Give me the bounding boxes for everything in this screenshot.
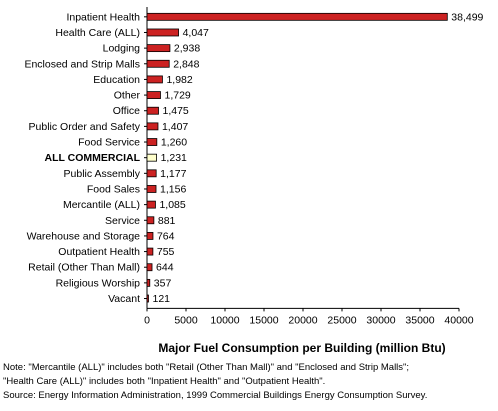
category-label: Public Assembly	[64, 168, 141, 180]
x-tick-label: 0	[144, 314, 150, 326]
bar	[146, 185, 157, 193]
bar	[146, 232, 154, 240]
bar	[146, 169, 157, 178]
x-tick-label: 10000	[210, 314, 239, 326]
category-label: Mercantile (ALL)	[63, 199, 140, 211]
value-label: 755	[157, 246, 175, 258]
note-line-2: "Health Care (ALL)" includes both "Inpat…	[3, 376, 326, 387]
bar	[146, 106, 159, 115]
value-label: 2,848	[173, 58, 199, 70]
value-label: 121	[153, 293, 171, 305]
value-label: 1,231	[161, 152, 187, 164]
value-label: 357	[154, 277, 172, 289]
value-label: 881	[158, 215, 176, 227]
source-line: Source: Energy Information Administratio…	[3, 390, 428, 401]
value-label: 1,407	[162, 121, 188, 133]
bar	[146, 263, 153, 272]
category-label: Warehouse and Storage	[27, 230, 141, 242]
bar	[146, 216, 155, 225]
x-tick-label: 25000	[327, 314, 356, 326]
value-label: 1,982	[166, 74, 192, 86]
value-label: 2,938	[174, 43, 200, 55]
value-label: 1,085	[159, 199, 185, 211]
category-label: Inpatient Health	[66, 11, 140, 23]
bar	[146, 138, 158, 146]
value-label: 1,260	[161, 137, 187, 149]
category-label: Service	[105, 215, 140, 227]
value-label: 4,047	[183, 27, 209, 39]
bar	[146, 200, 156, 209]
bar	[146, 247, 154, 256]
category-label: Retail (Other Than Mall)	[28, 262, 140, 274]
value-label: 38,499	[451, 11, 483, 23]
category-label: Outpatient Health	[58, 246, 140, 258]
bar	[146, 28, 179, 37]
bar	[146, 153, 158, 162]
value-label: 1,475	[163, 105, 189, 117]
category-label: Religious Worship	[56, 277, 141, 289]
bar	[146, 294, 149, 303]
category-label: Education	[93, 74, 140, 86]
plot-area: Inpatient Health 38,499 Health Care (ALL) 4…	[24, 7, 484, 326]
bar	[146, 122, 159, 131]
bar	[146, 59, 170, 68]
value-label: 1,177	[160, 168, 186, 180]
x-tick-label: 35000	[405, 314, 434, 326]
value-label: 1,729	[164, 90, 190, 102]
value-label: 644	[156, 262, 174, 274]
value-label: 764	[157, 230, 175, 242]
x-tick-label: 30000	[366, 314, 395, 326]
category-label: ALL COMMERCIAL	[45, 152, 141, 164]
x-tick-label: 15000	[249, 314, 278, 326]
bar	[146, 12, 448, 21]
category-label: Other	[114, 90, 141, 102]
bar	[146, 75, 163, 84]
category-label: Public Order and Safety	[29, 121, 141, 133]
x-axis-title: Major Fuel Consumption per Building (mil…	[158, 341, 445, 355]
category-label: Vacant	[108, 293, 140, 305]
bar	[146, 44, 171, 53]
category-label: Enclosed and Strip Malls	[24, 58, 140, 70]
bar	[146, 278, 151, 287]
x-tick-label: 40000	[444, 314, 473, 326]
bar	[146, 91, 161, 99]
x-tick-label: 20000	[288, 314, 317, 326]
value-label: 1,156	[160, 183, 186, 195]
category-label: Office	[113, 105, 140, 117]
note-line-1: Note: "Mercantile (ALL)" includes both "…	[3, 362, 410, 373]
x-tick-label: 5000	[174, 314, 198, 326]
category-label: Health Care (ALL)	[55, 27, 140, 39]
category-label: Food Sales	[87, 183, 140, 195]
category-label: Food Service	[78, 137, 140, 149]
category-label: Lodging	[103, 43, 141, 55]
